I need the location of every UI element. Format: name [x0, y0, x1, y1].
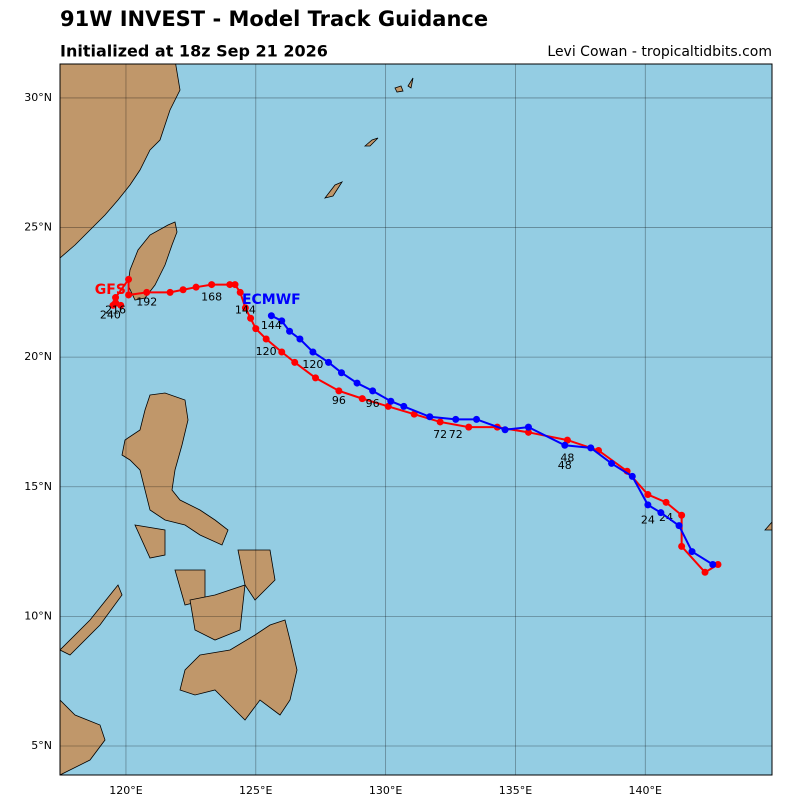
hour-label: 168 [201, 291, 222, 304]
hour-label: 144 [261, 319, 282, 332]
track-point [400, 402, 408, 410]
track-point [644, 501, 652, 509]
track-point [709, 561, 717, 569]
y-tick-label: 10°N [24, 609, 52, 622]
title: 91W INVEST - Model Track Guidance [60, 7, 488, 31]
track-point [678, 511, 686, 519]
track-point [241, 304, 249, 312]
track-point [296, 335, 304, 343]
track-point [143, 288, 151, 296]
track-point [353, 379, 361, 387]
track-point [563, 436, 571, 444]
hour-label: 96 [332, 394, 346, 407]
track-point [231, 281, 239, 289]
track-point [337, 369, 345, 377]
y-tick-label: 30°N [24, 91, 52, 104]
track-point [644, 491, 652, 499]
hour-label: 48 [558, 459, 572, 472]
hour-label: 120 [302, 358, 323, 371]
track-point [335, 387, 343, 395]
track-point [501, 426, 509, 434]
hour-label: 48 [560, 451, 574, 464]
track-point [657, 509, 665, 517]
track-point [117, 301, 125, 309]
track-point [192, 283, 200, 291]
y-tick-label: 5°N [31, 739, 52, 752]
track-point [166, 288, 174, 296]
track-point [561, 441, 569, 449]
subtitle: Initialized at 18z Sep 21 2026 [60, 42, 328, 61]
y-tick-label: 25°N [24, 221, 52, 234]
track-point [324, 358, 332, 366]
hour-label: 216 [105, 304, 126, 317]
track-point [112, 294, 120, 302]
track-point [587, 444, 595, 452]
track-point [286, 327, 294, 335]
x-tick-label: 130°E [369, 784, 402, 797]
track-point [358, 395, 366, 403]
tracks: 24487296120144168192216240GFS24487296120… [95, 275, 722, 576]
track-point [426, 413, 434, 421]
track-point [701, 568, 709, 576]
track-point [452, 415, 460, 423]
track-point [675, 522, 683, 530]
track-point [465, 423, 473, 431]
grid [60, 64, 772, 775]
track-point [125, 275, 133, 283]
track-point [312, 374, 320, 382]
hour-label: 72 [449, 428, 463, 441]
track-point [309, 348, 317, 356]
track-point [688, 548, 696, 556]
y-tick-label: 15°N [24, 480, 52, 493]
track-point [369, 387, 377, 395]
hour-label: 96 [366, 397, 380, 410]
hour-label: 192 [136, 296, 157, 309]
track-point [384, 402, 392, 410]
track-point [278, 317, 286, 325]
track-point [236, 288, 244, 296]
track-point [608, 459, 616, 467]
credit: Levi Cowan - tropicaltidbits.com [547, 44, 772, 60]
track-point [208, 281, 216, 289]
track-point [267, 312, 275, 320]
y-tick-label: 20°N [24, 350, 52, 363]
frame [59, 63, 773, 776]
model-name: GFS [95, 282, 126, 298]
track-point [387, 397, 395, 405]
track-point [524, 428, 532, 436]
track-point [247, 314, 255, 322]
x-tick-label: 140°E [629, 784, 662, 797]
track-point [524, 423, 532, 431]
track-point [410, 410, 418, 418]
track-point [678, 542, 686, 550]
hour-label: 24 [641, 513, 655, 526]
track-point [179, 286, 187, 294]
track-point [291, 358, 299, 366]
hour-label: 120 [256, 345, 277, 358]
track-point [278, 348, 286, 356]
track-point [436, 418, 444, 426]
track-point [109, 301, 117, 309]
x-tick-label: 120°E [109, 784, 142, 797]
track-point [125, 291, 133, 299]
hour-label: 240 [100, 309, 121, 322]
hour-label: 144 [235, 304, 256, 317]
model-name: ECMWF [242, 292, 301, 308]
track-point [252, 325, 260, 333]
land [60, 64, 772, 775]
track-point [662, 498, 670, 506]
track-point [714, 561, 722, 569]
track-point [628, 472, 636, 480]
track-point [262, 335, 270, 343]
x-tick-label: 125°E [239, 784, 272, 797]
track-line [110, 276, 719, 574]
track-point [226, 281, 234, 289]
x-tick-label: 135°E [499, 784, 532, 797]
track-point [473, 415, 481, 423]
hour-label: 72 [433, 428, 447, 441]
